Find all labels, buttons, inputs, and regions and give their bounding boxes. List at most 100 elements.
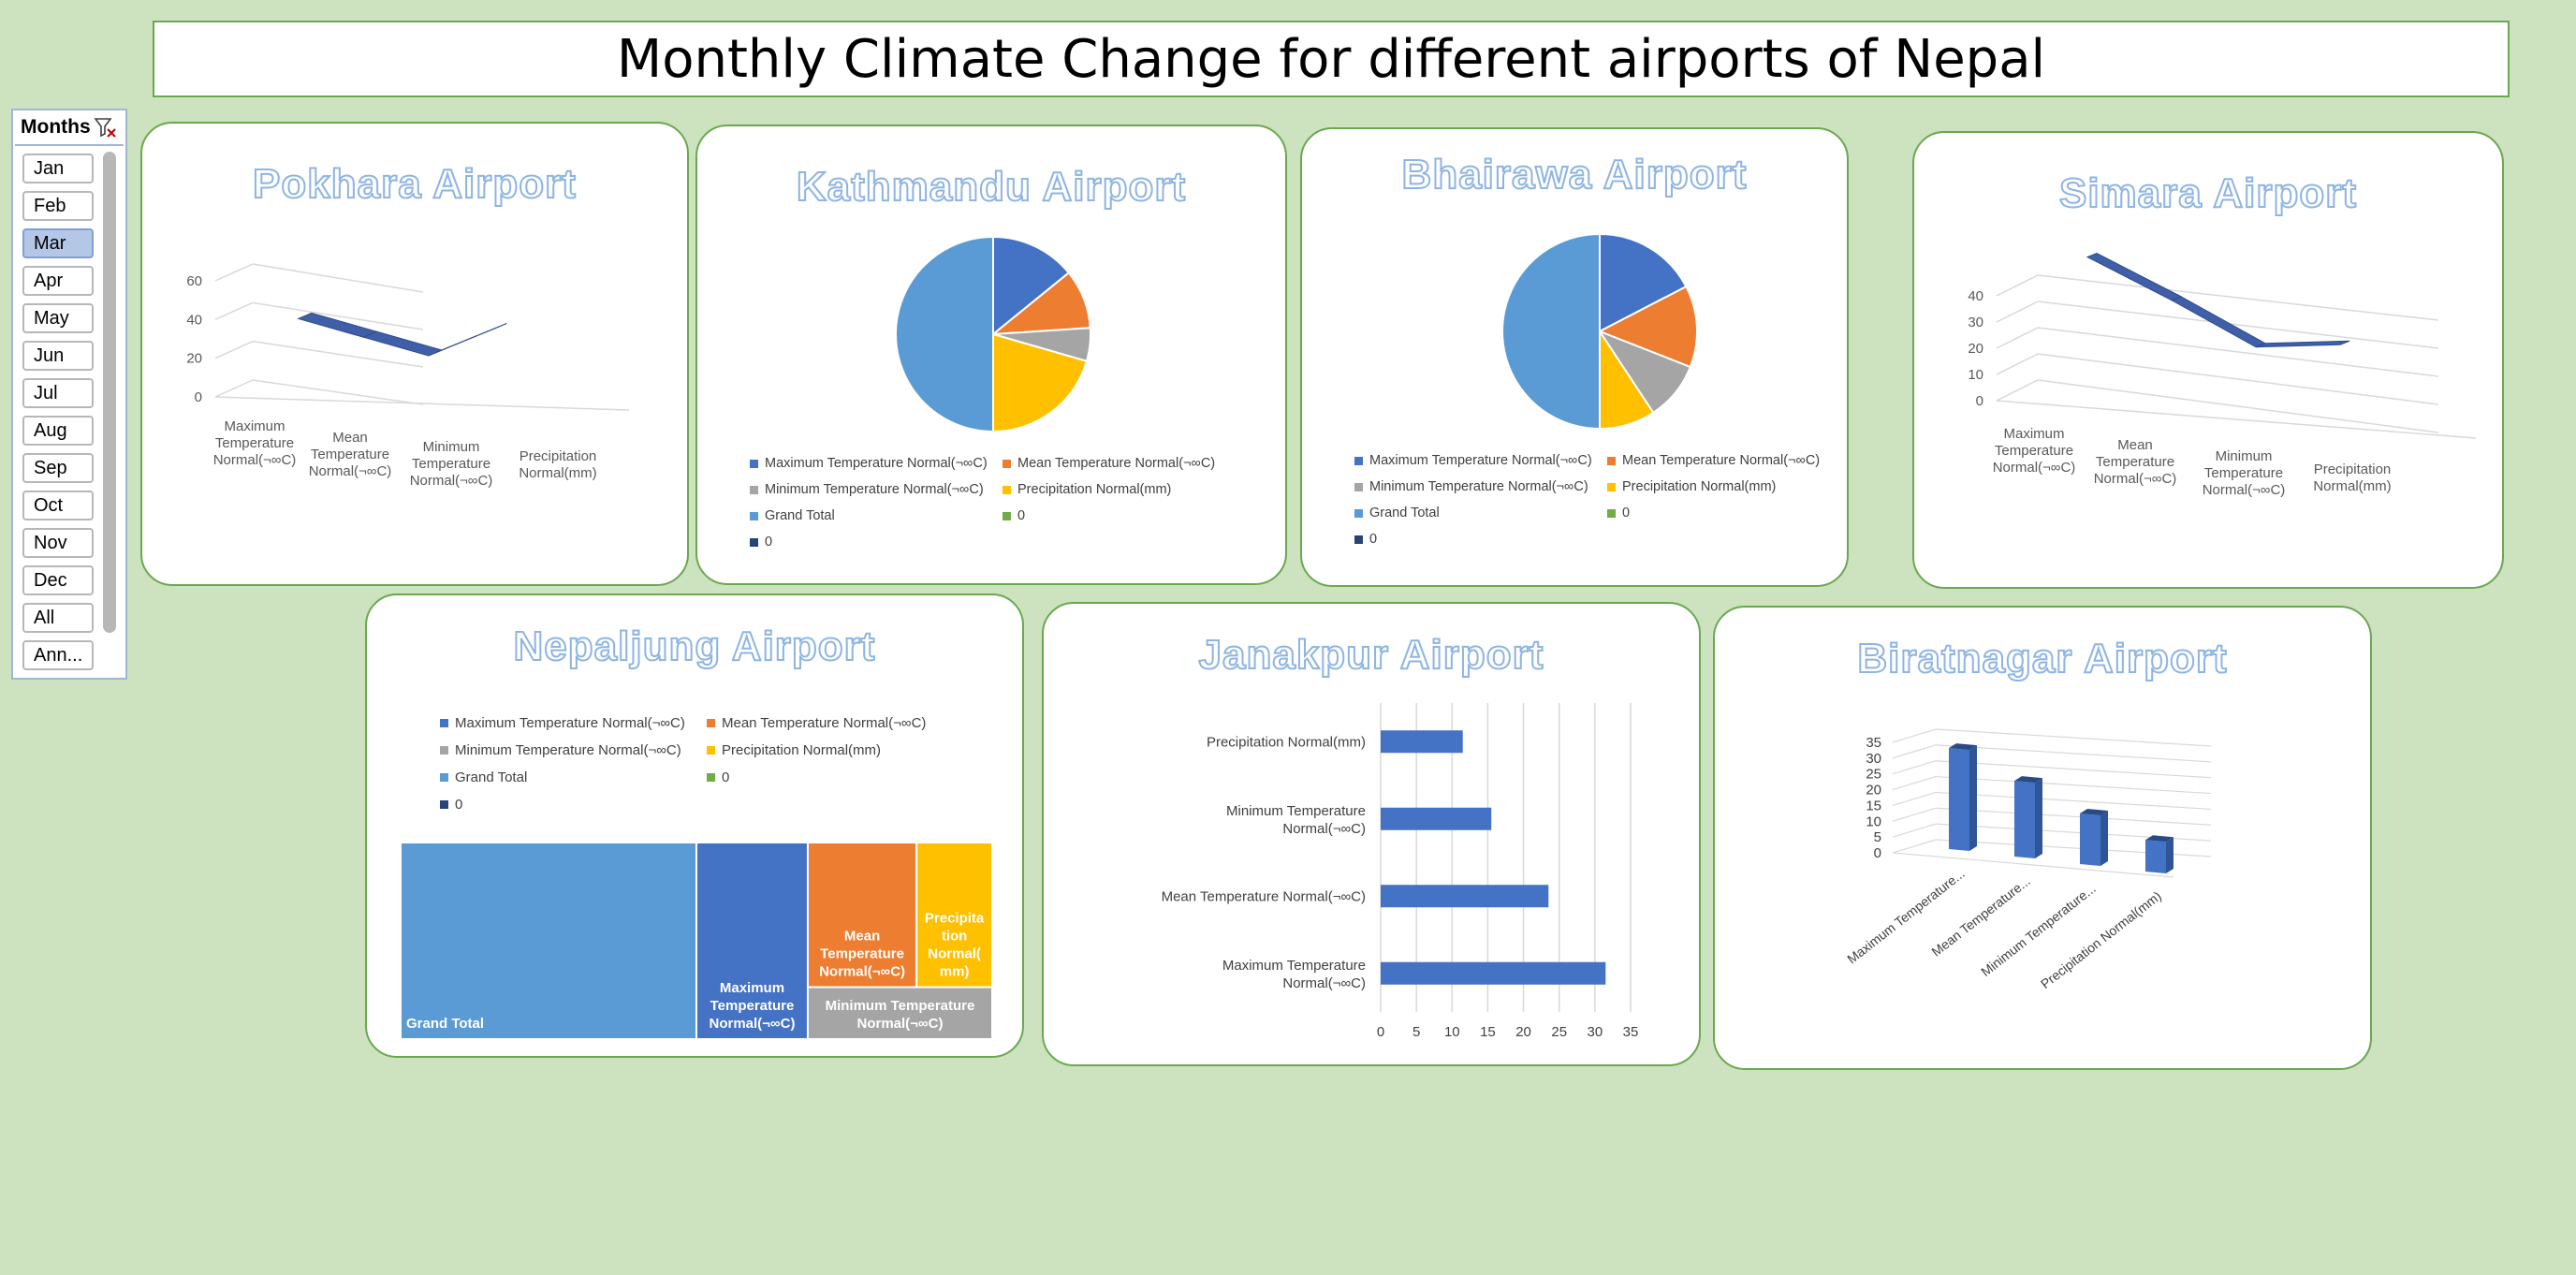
treemap-tile — [915, 842, 993, 989]
x-tick-label: 30 — [1588, 1024, 1603, 1040]
legend-label: Mean Temperature Normal(¬∞C) — [722, 715, 927, 731]
treemap-tile-label: Precipita — [925, 911, 985, 927]
x-category-label: Normal(¬∞C) — [410, 473, 493, 489]
x-tick-label: 5 — [1412, 1024, 1420, 1040]
legend-swatch — [750, 537, 758, 547]
bhairawa-legend: Maximum Temperature Normal(¬∞C) Mean Temp… — [1354, 453, 1847, 547]
gridline — [1935, 791, 2212, 811]
slicer-item-may[interactable]: May — [22, 303, 94, 333]
y-category-label: Maximum Temperature — [1222, 958, 1366, 974]
gridline — [1996, 379, 2039, 402]
bar-side — [2100, 811, 2108, 866]
x-tick-label: 0 — [1377, 1024, 1384, 1040]
bar-top — [2014, 776, 2042, 784]
legend-label: Precipitation Normal(mm) — [722, 742, 882, 758]
gridline — [252, 379, 424, 405]
gridline — [214, 340, 254, 359]
y-category-label: Normal(¬∞C) — [1282, 975, 1366, 991]
legend-swatch — [1354, 535, 1363, 544]
gridline — [1935, 744, 2212, 763]
slicer-item-mar[interactable]: Mar — [22, 228, 94, 258]
treemap-tile-label: Maximum — [720, 980, 784, 996]
legend-swatch — [707, 773, 715, 782]
slicer-item-jan[interactable]: Jan — [22, 154, 94, 183]
months-slicer[interactable]: Months Jan Feb Mar Apr May Jun Jul Aug Sep Oct Nov… — [11, 109, 127, 680]
simara-airport-card: Simara Airport 0 10 20 30 40 Maximum Temperatu… — [1912, 131, 2504, 589]
gridline — [1892, 791, 1937, 807]
y-tick-label: 40 — [186, 312, 202, 328]
x-tick-label: 15 — [1480, 1024, 1496, 1040]
x-category-label: Temperature — [2096, 454, 2174, 470]
treemap-tile-label: Normal(¬∞C) — [856, 1016, 943, 1032]
y-category-label: Minimum Temperature — [1226, 803, 1366, 819]
clear-filter-icon[interactable] — [94, 116, 118, 139]
bar-front — [1949, 748, 1969, 851]
biratnagar-airport-card: Biratnagar Airport 0 5 10 15 20 25 30 35 Maximum… — [1713, 606, 2372, 1070]
x-category-label: Mean — [332, 430, 368, 446]
legend-swatch — [1607, 482, 1616, 491]
legend-swatch — [750, 459, 758, 468]
slicer-item-dec[interactable]: Dec — [22, 565, 94, 595]
x-category-label: Normal(¬∞C) — [2094, 471, 2177, 487]
slicer-item-all[interactable]: All — [22, 603, 94, 633]
x-category-label: Temperature — [311, 447, 389, 462]
kathmandu-chart-title: Kathmandu Airport — [796, 163, 1187, 211]
janakpur-chart-title: Janakpur Airport — [1198, 631, 1544, 679]
slicer-item-oct[interactable]: Oct — [22, 491, 94, 520]
legend-entry: Grand Total — [1354, 506, 1607, 520]
treemap-tile — [806, 842, 918, 989]
y-tick-label: 40 — [1968, 288, 1983, 304]
treemap-tile — [695, 842, 809, 1040]
legend-swatch — [1607, 456, 1616, 465]
legend-entry: Maximum Temperature Normal(¬∞C) — [1354, 453, 1607, 468]
slicer-item-nov[interactable]: Nov — [22, 528, 94, 558]
pie-slice — [895, 235, 994, 433]
y-tick-label: 30 — [1866, 751, 1881, 767]
bar-top — [2080, 809, 2108, 816]
gridline — [252, 301, 424, 330]
y-tick-label: 20 — [1866, 783, 1881, 799]
y-tick-label: 0 — [195, 389, 202, 405]
x-category-label: Precipitation Normal(mm) — [2038, 888, 2164, 991]
y-tick-label: 10 — [1866, 813, 1881, 829]
slicer-item-ann[interactable]: Ann... — [22, 640, 94, 670]
legend-swatch — [1354, 508, 1363, 518]
legend-entry: 0 — [1003, 508, 1255, 523]
x-category-label: Maximum Temperature... — [1844, 866, 1968, 967]
treemap-tile-label: Mean — [844, 929, 880, 945]
slicer-item-aug[interactable]: Aug — [22, 416, 94, 446]
gridline — [2037, 379, 2439, 433]
legend-entry: Grand Total — [440, 769, 707, 785]
slicer-item-jul[interactable]: Jul — [22, 378, 94, 408]
legend-swatch — [1354, 482, 1363, 491]
legend-label: Minimum Temperature Normal(¬∞C) — [455, 742, 681, 758]
slicer-scrollbar[interactable] — [103, 152, 116, 633]
bar — [1381, 885, 1549, 908]
x-category-label: Precipitation — [2314, 462, 2392, 477]
bar-top — [2145, 835, 2174, 843]
slicer-item-feb[interactable]: Feb — [22, 191, 94, 221]
x-category-label: Mean — [2117, 437, 2153, 453]
legend-label: 0 — [765, 535, 773, 550]
line-series-segment — [2170, 296, 2267, 348]
legend-entry: Maximum Temperature Normal(¬∞C) — [750, 456, 1003, 471]
legend-label: Maximum Temperature Normal(¬∞C) — [765, 456, 988, 471]
slicer-item-jun[interactable]: Jun — [22, 341, 94, 371]
y-tick-label: 5 — [1874, 829, 1881, 845]
y-tick-label: 20 — [186, 351, 202, 367]
gridline — [214, 379, 254, 398]
gridline — [214, 301, 254, 321]
slicer-item-sep[interactable]: Sep — [22, 453, 94, 483]
y-tick-label: 25 — [1866, 767, 1881, 783]
legend-swatch — [440, 800, 448, 809]
x-category-label: Minimum — [423, 439, 480, 455]
slicer-item-apr[interactable]: Apr — [22, 266, 94, 296]
gridline — [1996, 274, 2039, 297]
legend-label: 0 — [1622, 506, 1631, 520]
bar-side — [2035, 778, 2042, 858]
pokhara-line-chart: 0204060MaximumTemperatureNormal(¬∞C)Mean… — [186, 263, 630, 489]
dashboard-title-box: Monthly Climate Change for different air… — [153, 21, 2510, 97]
treemap-tile-label: Temperature — [710, 998, 795, 1014]
x-category-label: Normal(mm) — [2313, 478, 2391, 494]
